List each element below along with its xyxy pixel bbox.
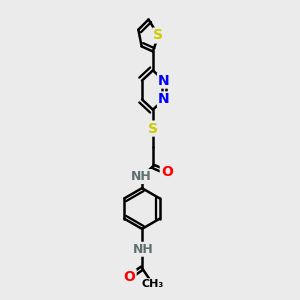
- Text: NH: NH: [133, 243, 154, 256]
- Text: O: O: [124, 270, 136, 284]
- Text: N: N: [158, 92, 169, 106]
- Text: S: S: [148, 122, 158, 136]
- Text: NH: NH: [131, 170, 152, 183]
- Text: S: S: [153, 28, 164, 43]
- Text: CH₃: CH₃: [142, 279, 164, 289]
- Text: O: O: [161, 165, 173, 179]
- Text: N: N: [158, 74, 169, 88]
